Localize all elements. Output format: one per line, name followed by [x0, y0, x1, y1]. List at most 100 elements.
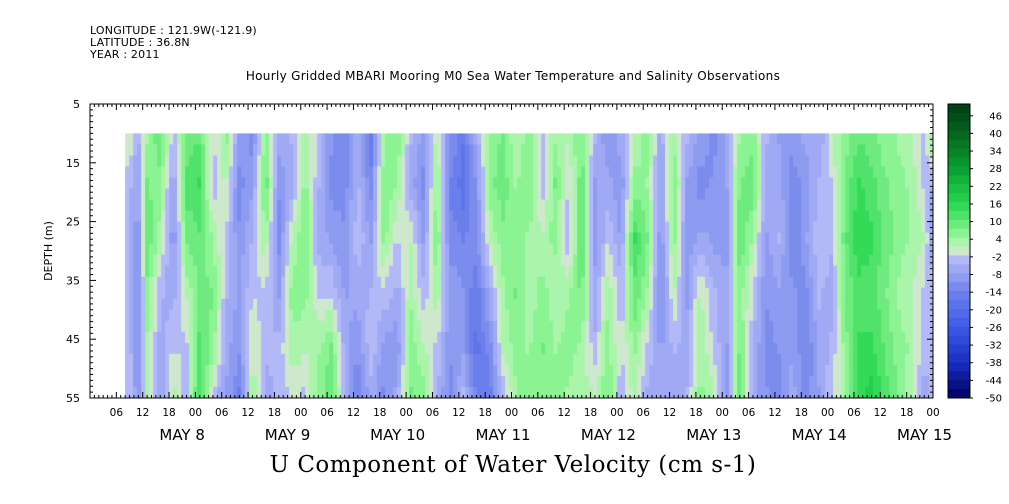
- heatmap-cell: [133, 155, 138, 167]
- heatmap-cell: [169, 166, 174, 178]
- heatmap-cell: [821, 276, 826, 289]
- heatmap-cell: [793, 188, 798, 200]
- heatmap-cell: [509, 342, 514, 355]
- heatmap-cell: [389, 144, 394, 156]
- heatmap-cell: [877, 364, 882, 377]
- heatmap-cell: [717, 353, 722, 366]
- heatmap-cell: [485, 342, 490, 355]
- heatmap-cell: [285, 265, 290, 278]
- heatmap-cell: [373, 188, 378, 200]
- heatmap-cell: [709, 243, 714, 256]
- heatmap-cell: [913, 254, 918, 267]
- heatmap-cell: [653, 133, 658, 145]
- heatmap-cell: [837, 364, 842, 377]
- heatmap-cell: [765, 386, 770, 399]
- heatmap-cell: [185, 364, 190, 377]
- heatmap-cell: [765, 353, 770, 366]
- heatmap-cell: [441, 144, 446, 156]
- heatmap-cell: [225, 232, 230, 245]
- heatmap-cell: [557, 243, 562, 256]
- heatmap-cell: [361, 320, 366, 333]
- heatmap-cell: [721, 342, 726, 355]
- heatmap-cell: [573, 254, 578, 267]
- heatmap-cell: [657, 243, 662, 256]
- heatmap-cell: [637, 298, 642, 311]
- heatmap-cell: [545, 221, 550, 234]
- heatmap-cell: [193, 188, 198, 200]
- heatmap-cell: [685, 287, 690, 300]
- heatmap-cell: [325, 364, 330, 377]
- heatmap-cell: [597, 287, 602, 300]
- heatmap-cell: [837, 232, 842, 245]
- heatmap-cell: [665, 375, 670, 388]
- heatmap-cell: [693, 342, 698, 355]
- heatmap-cell: [429, 254, 434, 267]
- heatmap-cell: [709, 210, 714, 223]
- heatmap-cell: [393, 386, 398, 399]
- heatmap-cell: [409, 232, 414, 245]
- heatmap-cell: [609, 287, 614, 300]
- heatmap-cell: [573, 265, 578, 278]
- heatmap-cell: [593, 331, 598, 344]
- heatmap-cell: [165, 232, 170, 245]
- heatmap-cell: [877, 144, 882, 156]
- heatmap-cell: [901, 342, 906, 355]
- heatmap-cell: [641, 133, 646, 145]
- heatmap-cell: [777, 177, 782, 189]
- heatmap-cell: [717, 320, 722, 333]
- heatmap-cell: [541, 177, 546, 189]
- heatmap-cell: [149, 331, 154, 344]
- heatmap-cell: [241, 375, 246, 388]
- heatmap-cell: [865, 364, 870, 377]
- heatmap-cell: [597, 210, 602, 223]
- heatmap-cell: [233, 287, 238, 300]
- heatmap-cell: [497, 265, 502, 278]
- heatmap-cell: [701, 364, 706, 377]
- heatmap-cell: [757, 342, 762, 355]
- heatmap-cell: [825, 144, 830, 156]
- heatmap-cell: [245, 243, 250, 256]
- heatmap-cell: [137, 221, 142, 234]
- heatmap-cell: [533, 232, 538, 245]
- heatmap-cell: [505, 276, 510, 289]
- heatmap-cell: [357, 177, 362, 189]
- heatmap-cell: [153, 364, 158, 377]
- heatmap-cell: [457, 276, 462, 289]
- heatmap-cell: [833, 210, 838, 223]
- heatmap-cell: [457, 320, 462, 333]
- heatmap-cell: [885, 177, 890, 189]
- heatmap-cell: [553, 221, 558, 234]
- heatmap-cell: [165, 353, 170, 366]
- heatmap-cell: [345, 144, 350, 156]
- heatmap-cell: [405, 320, 410, 333]
- heatmap-cell: [525, 287, 530, 300]
- heatmap-cell: [309, 133, 314, 145]
- heatmap-cell: [129, 375, 134, 388]
- heatmap-cell: [449, 375, 454, 388]
- heatmap-cell: [437, 177, 442, 189]
- heatmap-cell: [437, 353, 442, 366]
- heatmap-cell: [493, 188, 498, 200]
- heatmap-cell: [901, 177, 906, 189]
- heatmap-cell: [273, 331, 278, 344]
- heatmap-cell: [221, 276, 226, 289]
- heatmap-cell: [769, 199, 774, 211]
- heatmap-cell: [145, 177, 150, 189]
- heatmap-cell: [617, 331, 622, 344]
- heatmap-cell: [317, 375, 322, 388]
- heatmap-cell: [181, 265, 186, 278]
- heatmap-cell: [217, 309, 222, 322]
- heatmap-cell: [857, 221, 862, 234]
- heatmap-cell: [325, 199, 330, 211]
- heatmap-cell: [793, 210, 798, 223]
- heatmap-cell: [689, 210, 694, 223]
- heatmap-cell: [737, 254, 742, 267]
- heatmap-cell: [557, 276, 562, 289]
- heatmap-cell: [173, 309, 178, 322]
- heatmap-cell: [385, 342, 390, 355]
- heatmap-cell: [561, 364, 566, 377]
- heatmap-cell: [457, 177, 462, 189]
- heatmap-cell: [885, 133, 890, 145]
- heatmap-cell: [413, 188, 418, 200]
- heatmap-cell: [345, 243, 350, 256]
